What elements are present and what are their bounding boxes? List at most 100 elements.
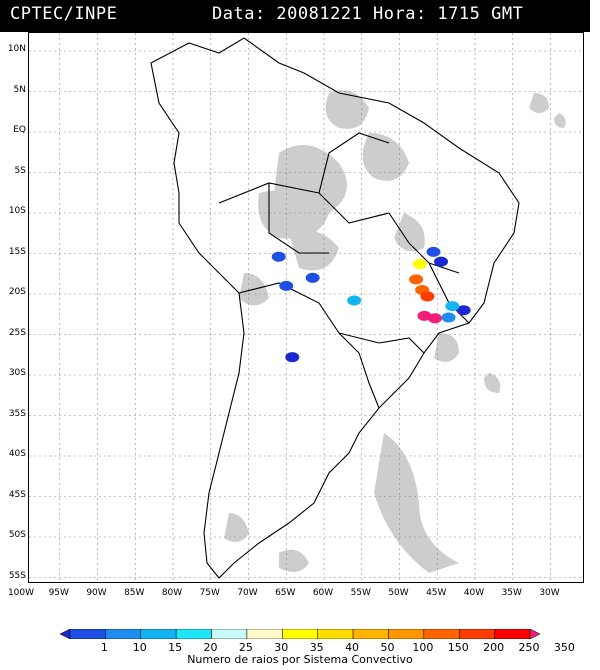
map-header: CPTEC/INPE Data: 20081221 Hora: 1715 GMT	[0, 0, 590, 32]
convective-system	[271, 251, 286, 262]
cloud-patch	[374, 433, 459, 573]
convective-system	[285, 352, 300, 363]
convective-system	[412, 259, 427, 270]
colorbar-segment	[60, 629, 71, 639]
lon-label: 75W	[199, 588, 220, 598]
colorbar-segment	[317, 629, 354, 639]
date-time-label: Data: 20081221 Hora: 1715 GMT	[212, 4, 524, 24]
colorbar-label: 15	[168, 641, 183, 654]
convective-system	[434, 256, 449, 267]
convective-system	[409, 274, 424, 285]
cloud-cover	[224, 90, 566, 573]
cloud-patch	[554, 113, 566, 128]
colorbar-segment	[352, 629, 389, 639]
lon-label: 40W	[463, 588, 485, 598]
convective-system	[279, 280, 294, 291]
colorbar-label: 10	[132, 641, 147, 654]
map-canvas	[29, 33, 583, 582]
lon-label: 90W	[86, 588, 107, 598]
map-area	[28, 32, 584, 583]
colorbar-label: 35	[309, 641, 324, 654]
lat-label: 5S	[14, 165, 26, 176]
lon-label: 80W	[161, 588, 183, 598]
lon-label: 55W	[350, 588, 371, 598]
border-line	[318, 132, 390, 194]
cloud-patch	[484, 373, 501, 393]
convective-system	[427, 313, 442, 324]
colorbar-segment	[175, 629, 212, 639]
lat-label: 55S	[8, 570, 26, 581]
lat-lon-grid	[29, 33, 583, 582]
cloud-patch	[529, 93, 549, 113]
convective-systems	[271, 246, 471, 363]
lon-label: 65W	[275, 588, 296, 598]
lat-label: 45S	[8, 489, 26, 500]
convective-system	[347, 295, 362, 306]
lon-label: 45W	[426, 588, 447, 598]
lon-label: 35W	[501, 588, 522, 598]
convective-system	[305, 272, 320, 283]
colorbar-label: 20	[203, 641, 218, 654]
colorbar-segment	[211, 629, 248, 639]
border-line	[338, 332, 425, 354]
lat-label: 20S	[8, 287, 26, 297]
cloud-patch	[279, 549, 309, 572]
colorbar-label: 25	[238, 641, 253, 654]
colorbar-segment	[69, 629, 106, 639]
colorbar-label: 1	[100, 641, 108, 654]
source-label: CPTEC/INPE	[10, 4, 118, 24]
colorbar-label: 350	[553, 641, 575, 654]
colorbar-label: 150	[447, 641, 469, 654]
lat-label: 15S	[8, 246, 26, 257]
colorbar-segment	[458, 629, 495, 639]
colorbar-segment	[246, 629, 283, 639]
lon-label: 95W	[48, 588, 69, 598]
lat-label: 35S	[8, 408, 26, 419]
colorbar-segment	[282, 629, 318, 639]
colorbar-label: 50	[380, 641, 395, 654]
colorbar-label: 100	[412, 641, 434, 654]
border-line	[358, 352, 380, 409]
colorbar-segment	[529, 629, 540, 639]
lat-label: 5N	[13, 84, 26, 95]
colorbar-segment	[423, 629, 460, 639]
lon-label: 60W	[312, 588, 334, 598]
lat-label: 50S	[8, 530, 26, 540]
convective-system	[417, 310, 432, 321]
lon-label: 70W	[237, 588, 258, 598]
cloud-patch	[362, 133, 409, 181]
colorbar-label: 250	[518, 641, 540, 654]
cloud-patch	[434, 333, 459, 362]
convective-system	[420, 291, 435, 302]
convective-system	[445, 301, 460, 312]
lon-label: 30W	[539, 588, 560, 598]
border-line	[388, 212, 460, 274]
convective-system	[426, 246, 441, 257]
cloud-patch	[394, 213, 425, 252]
colorbar-segment	[494, 629, 531, 639]
lat-label: EQ	[13, 125, 26, 135]
cloud-patch	[325, 90, 369, 129]
border-line	[268, 183, 329, 254]
convective-system	[456, 305, 471, 316]
lon-label: 85W	[124, 588, 145, 598]
border-line	[238, 282, 360, 354]
lat-label: 10N	[7, 44, 26, 54]
convective-system	[441, 312, 456, 323]
lon-label: 100W	[7, 588, 35, 598]
colorbar-segment	[105, 629, 142, 639]
continent-outline	[150, 37, 520, 579]
lat-label: 10S	[8, 206, 26, 216]
colorbar-label: 40	[345, 641, 360, 654]
lat-label: 30S	[8, 368, 26, 378]
colorbar-title: Numero de raios por Sistema Convectivo	[187, 653, 413, 666]
cloud-patch	[289, 230, 339, 271]
colorbar-segment	[140, 629, 177, 639]
lat-label: 40S	[8, 449, 26, 459]
colorbar	[60, 629, 540, 639]
lat-label: 25S	[8, 327, 26, 338]
cloud-patch	[258, 190, 329, 239]
colorbar-segment	[388, 629, 425, 639]
lon-label: 50W	[388, 588, 409, 598]
cloud-patch	[224, 513, 249, 542]
